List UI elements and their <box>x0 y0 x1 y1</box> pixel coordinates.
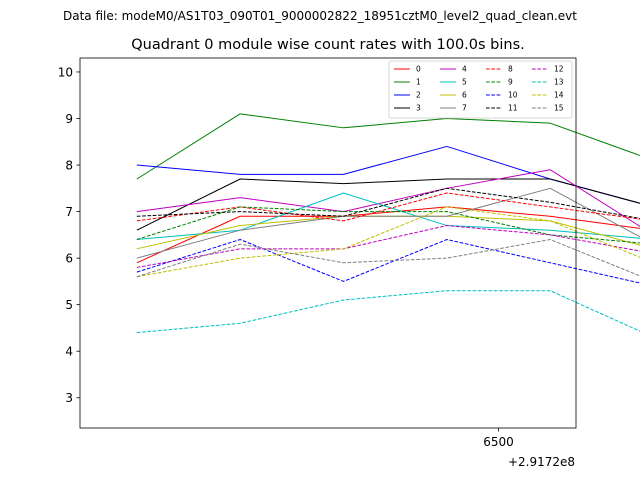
figure-suptitle: Data file: modeM0/AS1T03_090T01_90000028… <box>63 9 577 23</box>
legend-label-9: 9 <box>508 78 513 87</box>
legend-label-1: 1 <box>416 78 421 87</box>
x-axis: 65007000750080008500 <box>483 428 514 449</box>
y-tick-label: 10 <box>58 65 73 79</box>
legend-label-15: 15 <box>554 104 564 113</box>
legend-label-3: 3 <box>416 104 421 113</box>
series-line-11 <box>136 187 640 219</box>
series-line-2 <box>136 145 640 204</box>
legend-label-8: 8 <box>508 65 513 74</box>
y-tick-label: 9 <box>65 112 73 126</box>
y-tick-label: 4 <box>65 345 73 359</box>
legend-label-12: 12 <box>554 65 564 74</box>
y-tick-label: 7 <box>65 205 73 219</box>
x-tick-label: 6500 <box>483 435 514 449</box>
series-line-9 <box>136 206 640 244</box>
series-line-1 <box>136 113 640 180</box>
series-layer <box>136 113 640 334</box>
series-line-4 <box>136 169 640 227</box>
series-line-0 <box>136 206 640 264</box>
legend-label-5: 5 <box>462 78 467 87</box>
legend-label-7: 7 <box>462 104 467 113</box>
series-line-6 <box>136 215 640 250</box>
y-tick-label: 3 <box>65 391 73 405</box>
series-line-12 <box>136 225 640 268</box>
legend-label-13: 13 <box>554 78 564 87</box>
legend-label-14: 14 <box>554 91 564 100</box>
series-line-3 <box>136 178 640 231</box>
y-axis: 3 4 5 6 7 8 9 10 <box>58 65 80 405</box>
legend-frame <box>388 60 573 119</box>
legend-label-11: 11 <box>508 104 518 113</box>
legend-label-6: 6 <box>462 91 467 100</box>
series-line-10 <box>136 239 640 284</box>
legend-label-10: 10 <box>508 91 518 100</box>
y-tick-label: 6 <box>65 251 73 265</box>
series-line-15 <box>136 239 640 278</box>
legend-label-0: 0 <box>416 65 421 74</box>
y-tick-label: 5 <box>65 298 73 312</box>
series-line-5 <box>136 192 640 241</box>
plot-frame <box>79 57 577 429</box>
legend-label-4: 4 <box>462 65 467 74</box>
y-tick-label: 8 <box>65 158 73 172</box>
chart-title: Quadrant 0 module wise count rates with … <box>131 37 525 53</box>
series-line-13 <box>136 290 640 334</box>
series-line-7 <box>136 187 640 259</box>
legend-label-2: 2 <box>416 91 421 100</box>
x-axis-offset-label: +2.9172e8 <box>508 455 575 469</box>
